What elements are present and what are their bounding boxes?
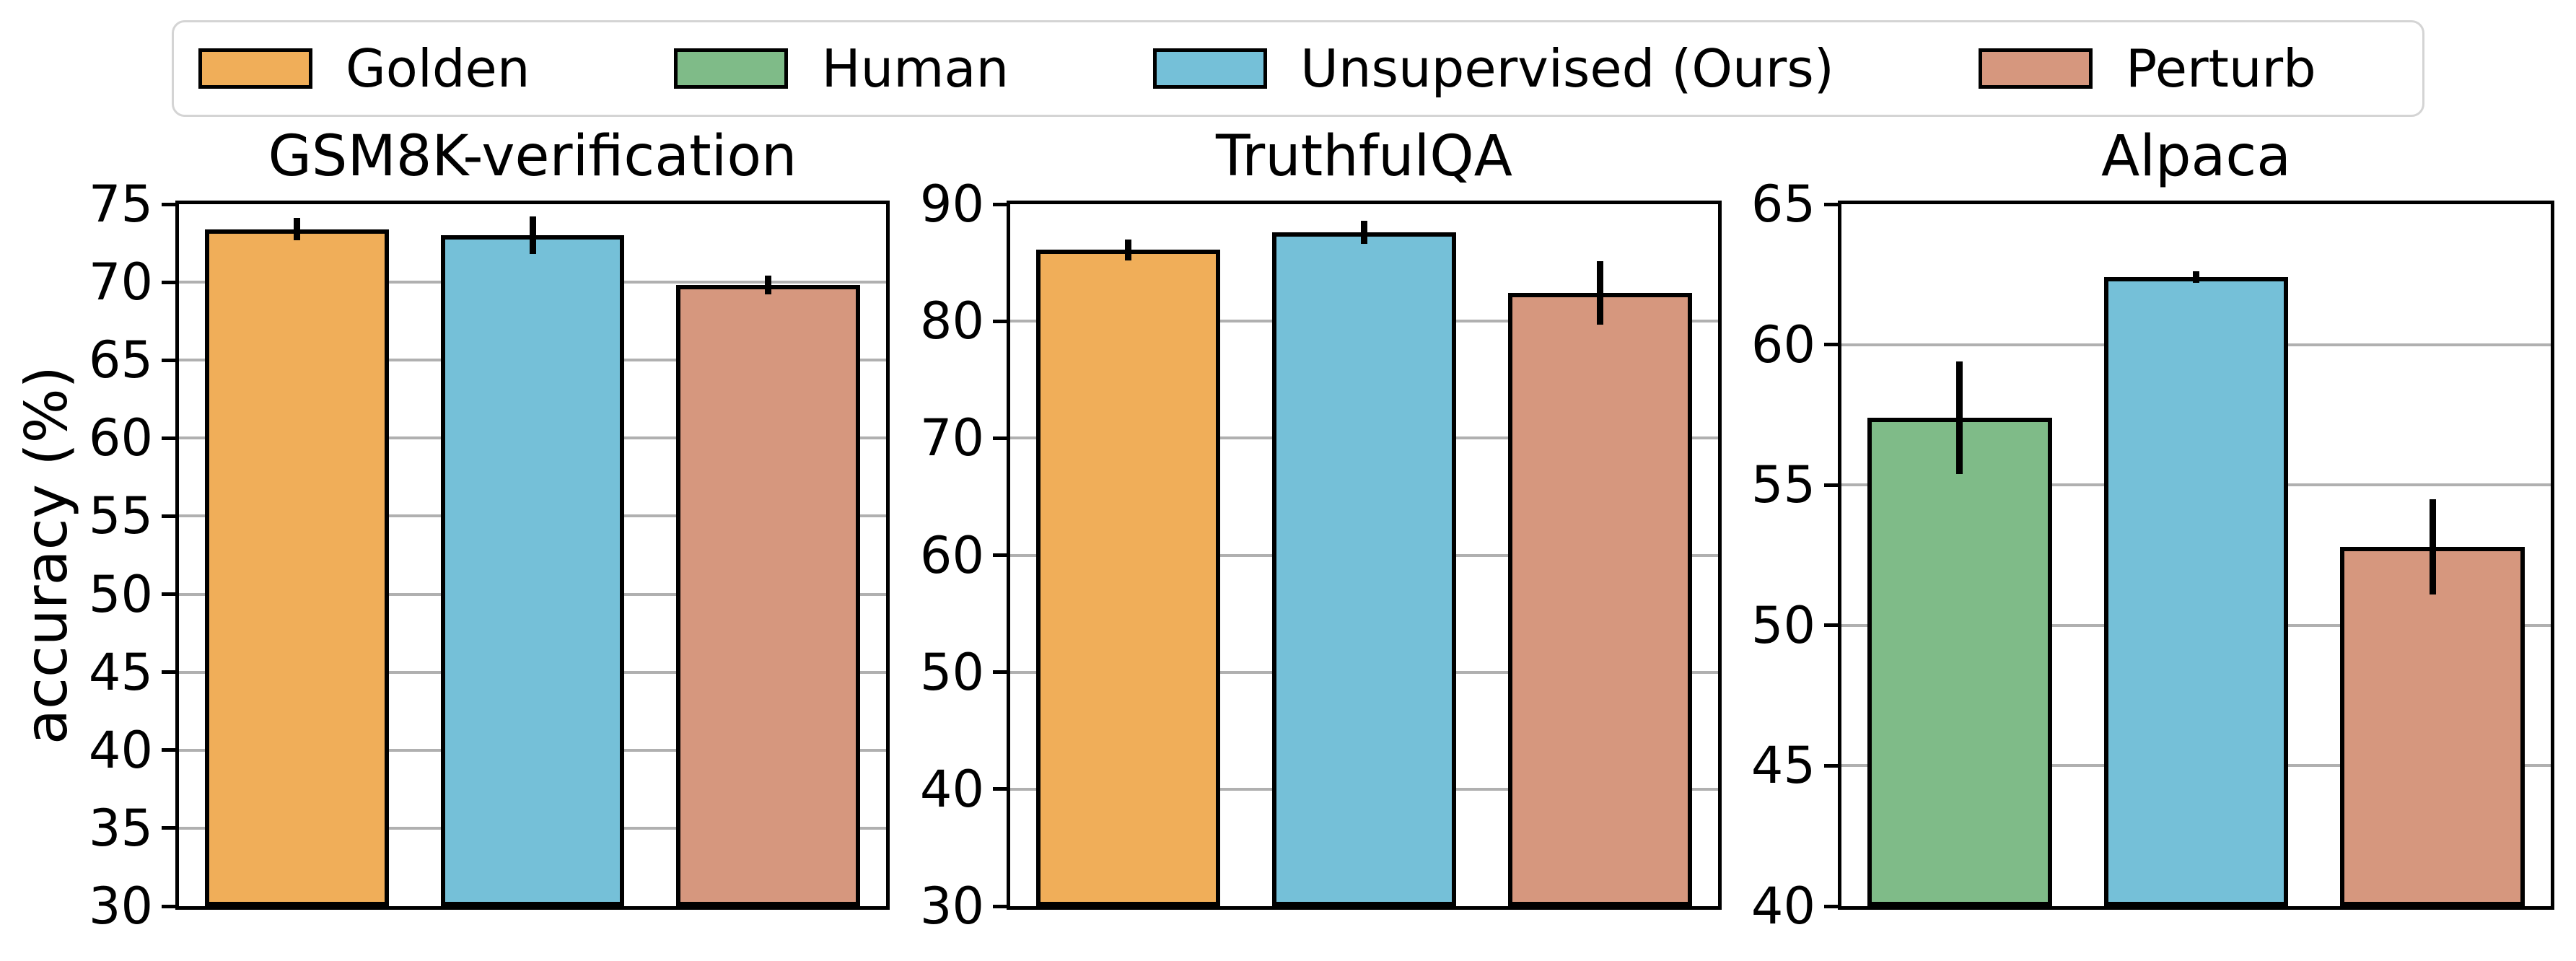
ytick-label-45: 45 [1751,736,1815,796]
ytick-label-40: 40 [1751,877,1815,936]
ytick-mark-50 [162,592,179,597]
axes-alpaca: 40 45 50 55 60 65 [1751,179,2554,931]
ytick-label-90: 90 [919,175,984,234]
error-bar-perturb [1597,261,1603,325]
ytick-mark-45 [162,670,179,675]
ytick-mark-40 [1824,904,1841,908]
ytick-mark-55 [162,514,179,518]
ytick-mark-75 [162,202,179,206]
error-bar-unsupervised-ours [1361,220,1367,245]
legend-item-perturb: Perturb [1978,38,2316,99]
ytick-mark-90 [993,202,1010,206]
bar-unsupervised-ours [2103,277,2289,906]
ytick-mark-40 [162,748,179,752]
legend-swatch-golden [198,48,312,89]
legend: Golden Human Unsupervised (Ours) Perturb [172,20,2424,117]
legend-label-unsupervised: Unsupervised (Ours) [1300,38,1834,99]
bar-perturb [2340,546,2525,906]
error-bar-perturb [765,276,772,295]
ytick-label-75: 75 [88,175,153,234]
ytick-mark-40 [993,787,1010,791]
ytick-mark-30 [993,904,1010,908]
ytick-label-50: 50 [1751,595,1815,655]
legend-label-perturb: Perturb [2125,38,2316,99]
bar-golden [204,229,389,906]
ytick-label-45: 45 [88,642,153,702]
axes-gsm8k-verification: 30 35 40 45 50 55 60 65 70 75 [89,179,890,931]
ytick-mark-65 [162,358,179,362]
legend-label-golden: Golden [346,38,530,99]
subplot-alpaca: Alpaca 40 45 50 55 60 65 [1751,128,2554,931]
ytick-label-50: 50 [919,642,984,702]
legend-swatch-human [674,48,789,89]
ytick-mark-70 [162,280,179,284]
bar-human [1867,417,2052,906]
ytick-label-40: 40 [919,759,984,819]
ytick-label-60: 60 [88,408,153,468]
error-bar-perturb [2429,499,2436,594]
ytick-mark-45 [1824,763,1841,768]
ytick-label-65: 65 [1751,175,1815,234]
ytick-mark-80 [993,319,1010,323]
ytick-label-80: 80 [919,291,984,351]
ytick-label-70: 70 [919,408,984,468]
ytick-label-30: 30 [919,877,984,936]
subplot-title: GSM8K-verification [268,124,797,189]
axes-truthfulqa: 30 40 50 60 70 80 90 [920,179,1722,931]
subplot-title: TruthfulQA [1215,124,1513,189]
ytick-label-55: 55 [88,486,153,546]
subplot-title: Alpaca [2100,124,2292,189]
bar-unsupervised-ours [440,235,625,906]
ytick-label-60: 60 [1751,315,1815,374]
legend-item-unsupervised: Unsupervised (Ours) [1153,43,1834,95]
ytick-mark-60 [1824,343,1841,347]
legend-item-golden: Golden [198,43,530,95]
error-bar-golden [1125,239,1131,260]
ytick-label-70: 70 [88,253,153,312]
error-bar-golden [293,218,300,240]
ytick-mark-70 [993,436,1010,440]
subplot-gsm8k-verification: GSM8K-verification 30 35 40 45 50 55 60 65 70 75 [89,128,890,931]
bar-unsupervised-ours [1271,232,1457,906]
error-bar-unsupervised-ours [2193,271,2199,283]
ytick-label-35: 35 [88,798,153,858]
ytick-label-30: 30 [88,877,153,936]
legend-swatch-unsupervised [1153,48,1268,89]
ytick-mark-50 [1824,623,1841,628]
ytick-mark-35 [162,826,179,830]
ytick-label-60: 60 [919,525,984,585]
legend-label-human: Human [821,38,1009,99]
ytick-label-55: 55 [1751,455,1815,515]
ytick-mark-60 [993,553,1010,557]
legend-item-human: Human [674,43,1009,95]
ytick-label-65: 65 [88,330,153,390]
ytick-mark-30 [162,904,179,908]
ytick-mark-50 [993,670,1010,675]
bar-perturb [676,285,861,906]
ytick-mark-60 [162,436,179,440]
subplot-truthfulqa: TruthfulQA 30 40 50 60 70 80 90 [920,128,1722,931]
legend-swatch-perturb [1978,48,2093,89]
ytick-label-40: 40 [88,720,153,780]
ytick-label-50: 50 [88,564,153,624]
bar-golden [1035,250,1221,906]
error-bar-human [1956,361,1963,474]
error-bar-unsupervised-ours [529,216,536,255]
ytick-mark-55 [1824,483,1841,487]
bar-perturb [1507,293,1693,906]
ytick-mark-65 [1824,202,1841,206]
